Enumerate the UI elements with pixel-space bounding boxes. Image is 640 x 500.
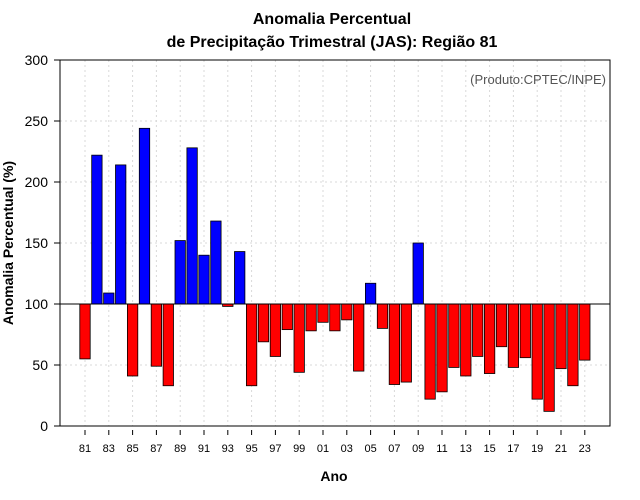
bar-16 (495, 303, 508, 348)
y-tick-label: 300 (25, 52, 49, 68)
y-tick-label: 250 (25, 113, 49, 129)
bar-15 (483, 303, 496, 374)
y-tick-label: 50 (32, 357, 48, 373)
bar-86 (138, 127, 151, 305)
x-tick-label: 23 (579, 443, 591, 455)
x-tick-label: 93 (222, 443, 234, 455)
x-tick-label: 19 (531, 443, 543, 455)
x-tick-label: 21 (555, 443, 567, 455)
bar-21 (555, 303, 567, 370)
bar-14 (472, 303, 484, 357)
bar-07 (388, 303, 401, 385)
bar-99 (293, 303, 305, 373)
bar-17 (507, 303, 520, 368)
bar-87 (150, 303, 162, 367)
bar-96 (257, 303, 270, 343)
bar-12 (448, 303, 460, 368)
bar-01 (317, 303, 329, 323)
x-axis: 81 83 85 87 89 91 93 95 97 99 01 03 05 07 09 11 13 15 17 19… (79, 430, 591, 455)
bar-19 (531, 303, 543, 400)
y-tick-label: 200 (25, 174, 49, 190)
bar-18 (519, 303, 531, 359)
source-credit: (Produto:CPTEC/INPE) (470, 72, 606, 87)
y-axis: 0 50 100 150 200 250 300 (25, 52, 60, 434)
x-tick-label: 83 (103, 443, 115, 455)
y-tick-label: 100 (25, 296, 49, 312)
x-axis-title: Ano (320, 468, 347, 484)
bar-83 (103, 292, 115, 305)
x-tick-label: 91 (198, 443, 210, 455)
x-tick-label: 13 (460, 443, 472, 455)
x-tick-label: 87 (150, 443, 162, 455)
bar-92 (210, 220, 222, 305)
bar-85 (127, 303, 139, 377)
x-tick-label: 95 (245, 443, 257, 455)
chart-title-line-1: Anomalia Percentual (253, 11, 411, 28)
bar-23 (579, 303, 591, 361)
bar-13 (460, 303, 472, 377)
bar-97 (269, 303, 282, 357)
bar-05 (364, 282, 377, 305)
y-tick-label: 150 (25, 235, 49, 251)
x-tick-label: 85 (126, 443, 138, 455)
bar-04 (353, 303, 365, 372)
bar-00 (305, 303, 317, 332)
bar-06 (376, 303, 389, 329)
x-tick-label: 99 (293, 443, 305, 455)
bar-89 (174, 240, 186, 305)
bar-03 (341, 303, 353, 321)
bar-91 (198, 254, 210, 305)
bar-95 (245, 303, 258, 387)
chart-title-line-2: de Precipitação Trimestral (JAS): Região… (167, 34, 498, 51)
bar-81 (79, 303, 91, 360)
bars (79, 127, 591, 412)
bar-20 (543, 303, 555, 412)
x-tick-label: 15 (483, 443, 495, 455)
x-tick-label: 03 (341, 443, 353, 455)
y-axis-title: Anomalia Percentual (%) (0, 161, 16, 325)
x-tick-label: 01 (317, 443, 329, 455)
bar-82 (91, 154, 103, 305)
bar-88 (162, 303, 174, 387)
bar-98 (281, 303, 293, 331)
x-tick-label: 05 (364, 443, 376, 455)
bar-08 (400, 303, 412, 383)
bar-10 (424, 303, 436, 400)
bar-94 (234, 251, 246, 305)
y-tick-label: 0 (40, 418, 48, 434)
bar-22 (567, 303, 579, 387)
x-tick-label: 89 (174, 443, 186, 455)
x-tick-label: 07 (388, 443, 400, 455)
bar-90 (186, 147, 198, 305)
x-tick-label: 09 (412, 443, 424, 455)
x-tick-label: 17 (507, 443, 519, 455)
bar-84 (115, 164, 127, 305)
bar-09 (412, 242, 424, 305)
bar-02 (329, 303, 341, 332)
bar-11 (436, 303, 448, 393)
x-tick-label: 81 (79, 443, 91, 455)
x-tick-label: 97 (269, 443, 281, 455)
x-tick-label: 11 (436, 443, 447, 455)
